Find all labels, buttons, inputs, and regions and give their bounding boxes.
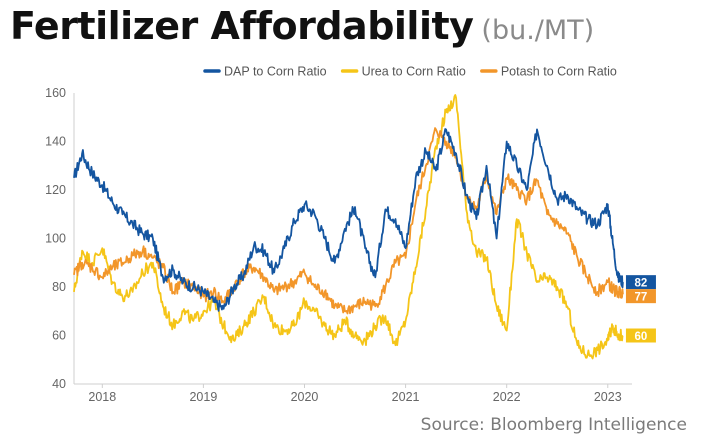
y-tick-label: 100: [45, 232, 66, 246]
y-tick-label: 80: [52, 280, 66, 294]
chart-axes: 40 60 80 100 120 140 160 2018 2019 2020 2021 2022 20…: [45, 86, 632, 404]
end-label-text: 77: [635, 292, 648, 304]
series-line: [73, 94, 624, 360]
series-line: [73, 127, 624, 315]
end-label-box: [625, 275, 656, 290]
end-label-text: 60: [635, 331, 648, 343]
end-value-labels: 82 60 77: [625, 275, 656, 343]
end-label-text: 82: [635, 278, 648, 290]
y-tick-label: 140: [45, 135, 66, 149]
x-tick-label: 2022: [493, 390, 521, 404]
end-label-box: [625, 289, 656, 304]
x-tick-label: 2018: [88, 390, 116, 404]
x-tick-label: 2023: [594, 390, 622, 404]
chart-series: [73, 94, 624, 360]
y-tick-label: 60: [52, 329, 66, 343]
series-line: [73, 128, 624, 312]
chart-title-unit: (bu./MT): [481, 15, 595, 46]
chart-title: Fertilizer Affordability: [10, 4, 474, 48]
title-row: Fertilizer Affordability (bu./MT): [10, 4, 594, 48]
y-tick-label: 120: [45, 183, 66, 197]
x-tick-label: 2021: [392, 390, 420, 404]
x-tick-label: 2019: [189, 390, 217, 404]
y-tick-label: 160: [45, 86, 66, 100]
legend-label: Urea to Corn Ratio: [362, 65, 466, 79]
end-label-box: [625, 328, 656, 343]
legend-label: DAP to Corn Ratio: [224, 65, 327, 79]
y-tick-label: 40: [52, 377, 66, 391]
chart-legend: DAP to Corn Ratio Urea to Corn Ratio Potas…: [203, 65, 617, 79]
x-tick-label: 2020: [291, 390, 319, 404]
source-note: Source: Bloomberg Intelligence: [420, 415, 687, 435]
legend-label: Potash to Corn Ratio: [501, 65, 617, 79]
